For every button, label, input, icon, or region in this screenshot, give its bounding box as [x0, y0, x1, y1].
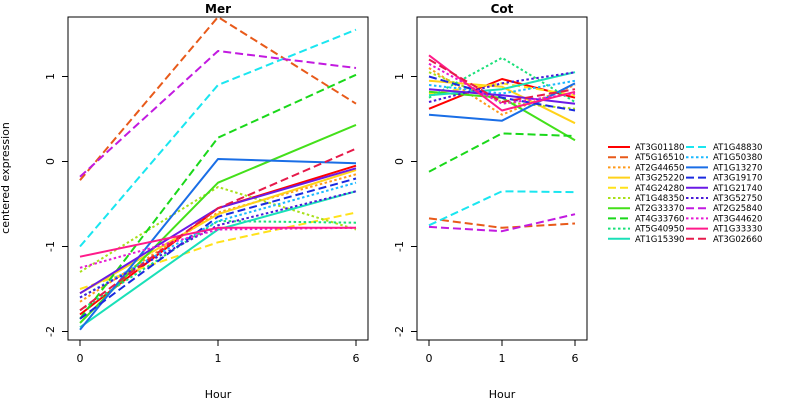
y-tick-label-mer: -1 — [44, 241, 57, 252]
series-line-cot-at1g21740 — [428, 88, 576, 105]
legend-label-at5g40950: AT5G40950 — [635, 225, 684, 235]
legend-label-at2g33370: AT2G33370 — [635, 204, 684, 214]
series-line-cot-at5g40950 — [428, 56, 576, 103]
series-line-mer-at5g40950 — [79, 220, 357, 312]
legend-label-at1g15390: AT1G15390 — [635, 235, 684, 245]
legend-label-at3g52750: AT3G52750 — [713, 194, 762, 204]
series-line-cot-at4g33760 — [428, 132, 576, 173]
panel-title-cot: Cot — [491, 2, 514, 16]
x-tick-label-cot: 1 — [499, 352, 506, 365]
series-line-mer-at1g48350 — [79, 186, 357, 273]
legend-label-at3g01180: AT3G01180 — [635, 143, 684, 153]
legend-label-at1g13270: AT1G13270 — [713, 163, 762, 173]
series-line-mer-at1g15390 — [79, 190, 357, 329]
series-line-cot-at1g15390 — [428, 71, 576, 97]
series-line-mer-at3g52750 — [79, 190, 357, 299]
series-line-mer-at3g02660 — [79, 147, 357, 312]
series-line-mer-at1g13270 — [79, 158, 357, 331]
series-line-cot-at2g44650 — [428, 67, 576, 116]
legend-label-at3g25220: AT3G25220 — [635, 174, 684, 184]
x-axis-title-mer: Hour — [205, 388, 232, 400]
series-line-mer-at3g19170 — [79, 177, 357, 320]
legend-label-at1g48830: AT1G48830 — [713, 143, 762, 153]
series-line-cot-at3g44620 — [428, 62, 576, 105]
x-tick-label-cot: 6 — [572, 352, 579, 365]
y-tick-label-mer: 1 — [44, 73, 57, 80]
legend-label-at1g50380: AT1G50380 — [713, 153, 762, 163]
x-tick-label-mer: 1 — [215, 352, 222, 365]
x-tick-label-mer: 6 — [353, 352, 360, 365]
series-line-mer-at2g25840 — [79, 50, 357, 178]
legend-label-at1g33330: AT1G33330 — [713, 225, 762, 235]
y-tick-label-cot: -2 — [393, 326, 406, 337]
legend-label-at3g44620: AT3G44620 — [713, 214, 762, 224]
legend-label-at1g21740: AT1G21740 — [713, 184, 762, 194]
legend-label-at3g19170: AT3G19170 — [713, 174, 762, 184]
y-axis-title: centered expression — [0, 122, 12, 234]
series-line-mer-at5g16510 — [79, 16, 357, 181]
legend: AT3G01180AT5G16510AT2G44650AT3G25220AT4G… — [600, 140, 762, 248]
legend-label-at4g24280: AT4G24280 — [635, 184, 684, 194]
y-tick-label-cot: 0 — [393, 158, 406, 165]
legend-label-at2g25840: AT2G25840 — [713, 204, 762, 214]
series-line-mer-at3g25220 — [79, 169, 357, 295]
plot-panel-mer: 0 1 6 -2 -1 0 1 — [44, 16, 369, 365]
series-line-mer-at2g33370 — [79, 123, 357, 324]
y-tick-label-mer: 0 — [44, 158, 57, 165]
y-tick-label-mer: -2 — [44, 326, 57, 337]
legend-label-at2g44650: AT2G44650 — [635, 163, 684, 173]
panel-title-mer: Mer — [205, 2, 231, 16]
panels-layer: 0 1 6 -2 -1 0 1 0 1 6 -2 -1 0 1 — [44, 16, 588, 365]
x-axis-title-cot: Hour — [489, 388, 516, 400]
series-line-cot-at2g25840 — [428, 213, 576, 233]
y-tick-label-cot: 1 — [393, 73, 406, 80]
series-line-mer-at4g33760 — [79, 73, 357, 320]
y-tick-label-cot: -1 — [393, 241, 406, 252]
series-line-cot-at3g19170 — [428, 75, 576, 112]
plot-panel-cot: 0 1 6 -2 -1 0 1 — [393, 16, 588, 365]
legend-label-at4g33760: AT4G33760 — [635, 214, 684, 224]
legend-label-at3g02660: AT3G02660 — [713, 235, 762, 245]
x-tick-label-mer: 0 — [77, 352, 84, 365]
legend-label-at1g48350: AT1G48350 — [635, 194, 684, 204]
legend-label-at5g16510: AT5G16510 — [635, 153, 684, 163]
series-line-cot-at5g16510 — [428, 217, 576, 229]
series-line-cot-at1g13270 — [428, 82, 576, 122]
series-line-mer-at1g33330 — [79, 226, 356, 258]
series-line-cot-at1g48830 — [428, 190, 576, 227]
series-line-cot-at3g02660 — [428, 58, 576, 103]
x-tick-label-cot: 0 — [426, 352, 433, 365]
series-line-cot-at1g48350 — [428, 71, 576, 110]
series-line-cot-at3g52750 — [428, 71, 576, 103]
